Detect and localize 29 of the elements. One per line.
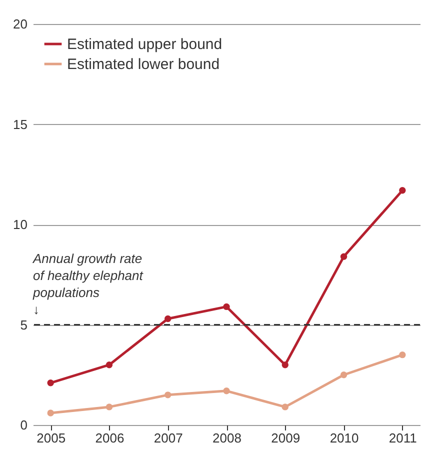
x-tick-label: 2007 — [154, 430, 183, 446]
y-tick-label: 15 — [13, 116, 28, 132]
x-tick-label: 2006 — [95, 430, 124, 446]
point — [282, 362, 288, 368]
point — [399, 351, 406, 358]
point — [47, 380, 54, 386]
point — [106, 404, 113, 410]
y-tick-label: 5 — [20, 317, 28, 332]
point — [47, 410, 54, 416]
x-tick-label: 2008 — [212, 430, 242, 446]
point — [164, 392, 172, 398]
point — [340, 372, 348, 378]
ref-line-label: Annual growth rate of healthy elephant populations ↓ — [32, 250, 144, 317]
y-tick-label: 0 — [20, 418, 28, 432]
x-tick-label: 2009 — [271, 430, 300, 446]
point — [223, 388, 230, 394]
point — [282, 404, 288, 410]
point — [106, 362, 113, 368]
y-tick-label: 10 — [13, 217, 28, 232]
point — [399, 187, 406, 194]
point — [223, 303, 230, 310]
legend-label: Estimated upper bound — [67, 36, 222, 53]
y-tick-label: 20 — [13, 16, 28, 32]
x-tick-label: 2005 — [36, 430, 66, 446]
point — [340, 253, 348, 260]
x-tick-label: 2011 — [388, 430, 417, 446]
x-tick-label: 2010 — [330, 430, 359, 446]
point — [164, 315, 172, 322]
legend-label: Estimated lower bound — [67, 56, 220, 73]
